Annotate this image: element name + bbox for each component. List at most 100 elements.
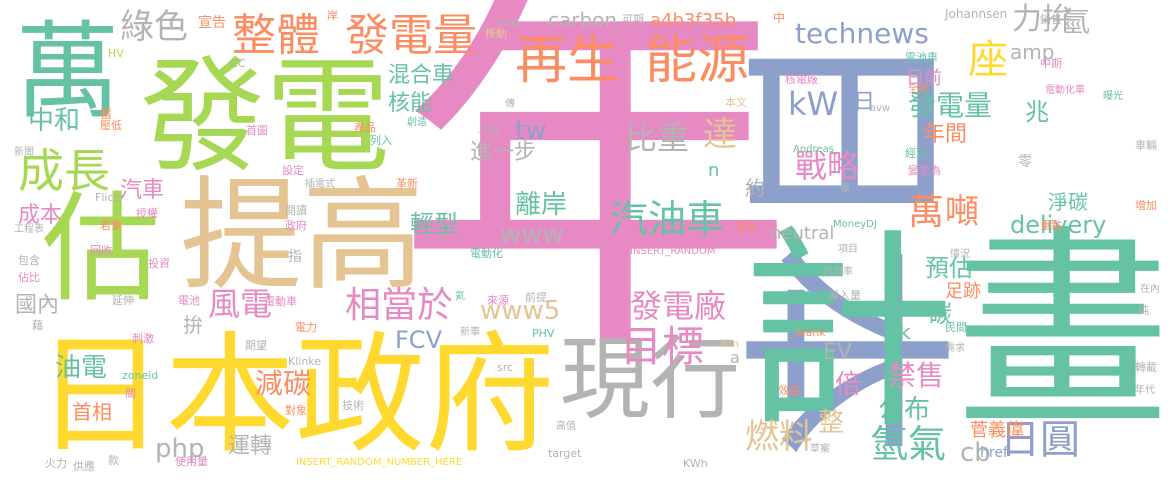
cloud-word: 進一步 bbox=[470, 140, 537, 165]
cloud-word: 年代 bbox=[1135, 385, 1155, 396]
cloud-word: 力拚 bbox=[1012, 2, 1072, 37]
cloud-word: 包含 bbox=[18, 254, 40, 267]
cloud-word: php bbox=[155, 434, 205, 464]
cloud-word: 新聞 bbox=[14, 147, 34, 158]
cloud-word: 壓低 bbox=[100, 119, 122, 132]
cloud-word: 成本 bbox=[18, 203, 63, 228]
cloud-word: 相當於 bbox=[345, 285, 454, 326]
cloud-word: 中 bbox=[773, 11, 786, 25]
cloud-word: 產品 bbox=[354, 121, 376, 134]
cloud-word: 款 bbox=[108, 454, 119, 467]
cloud-word: 首相 bbox=[72, 400, 112, 424]
cloud-word: 電池車 bbox=[905, 51, 938, 64]
cloud-word: 期望 bbox=[245, 339, 267, 352]
cloud-word: 碳 bbox=[928, 300, 952, 328]
cloud-word: 插電式 bbox=[305, 179, 335, 190]
cloud-word: 經濟 bbox=[905, 147, 927, 160]
cloud-word: 推動 bbox=[485, 27, 507, 40]
cloud-word: Johannsen bbox=[945, 7, 1008, 21]
cloud-word: 延伸 bbox=[112, 294, 134, 307]
cloud-word: 比重 bbox=[625, 119, 690, 157]
cloud-word: 目標 bbox=[620, 322, 705, 371]
cloud-word: kW bbox=[788, 85, 839, 123]
cloud-word: 座 bbox=[968, 37, 1008, 83]
cloud-word: 公布 bbox=[878, 395, 931, 425]
cloud-word: 年間 bbox=[923, 122, 968, 147]
cloud-word: 成長 bbox=[18, 144, 110, 198]
cloud-word: 運轉 bbox=[228, 434, 273, 459]
cloud-word: 指 bbox=[288, 249, 302, 265]
cloud-word: 設定 bbox=[282, 164, 304, 177]
cloud-word: 來源 bbox=[487, 294, 509, 307]
cloud-word: 現行 bbox=[560, 327, 740, 432]
cloud-word: 風電 bbox=[208, 285, 273, 323]
cloud-word: 間 bbox=[125, 387, 136, 400]
cloud-word: n bbox=[708, 160, 720, 181]
cloud-word: 菅義偉 bbox=[970, 420, 1024, 441]
cloud-word: Flickr bbox=[95, 191, 125, 204]
cloud-word: 國內 bbox=[15, 293, 60, 318]
cloud-word: 蓄 bbox=[100, 107, 113, 121]
cloud-word: 使用量 bbox=[175, 455, 208, 468]
cloud-word: 政府 bbox=[285, 219, 307, 232]
cloud-word: 核電廠 bbox=[785, 73, 818, 86]
cloud-word: KWh bbox=[683, 457, 708, 470]
cloud-word: 電動化 bbox=[470, 247, 503, 260]
cloud-word: 火力 bbox=[45, 457, 67, 470]
cloud-word: 零 bbox=[1018, 154, 1032, 170]
cloud-word: 佔比 bbox=[18, 271, 40, 284]
cloud-word: 效益 bbox=[778, 384, 800, 397]
cloud-word: 投資 bbox=[148, 257, 170, 270]
cloud-word: 刺激 bbox=[132, 332, 154, 345]
cloud-word: 利用率 bbox=[823, 267, 853, 278]
cloud-word: 日 bbox=[853, 90, 876, 115]
cloud-word: 二成 bbox=[478, 123, 500, 136]
cloud-word: 電池 bbox=[178, 294, 200, 307]
cloud-word: 核能 bbox=[388, 91, 433, 116]
cloud-word: 電動車 bbox=[264, 295, 297, 308]
cloud-word: www bbox=[500, 220, 564, 250]
cloud-word: 淨碳 bbox=[1048, 190, 1088, 214]
cloud-word: 達 bbox=[703, 115, 737, 155]
cloud-word: 草案 bbox=[810, 444, 830, 455]
cloud-word: neutral bbox=[770, 223, 835, 244]
cloud-word: 純 bbox=[1138, 304, 1149, 317]
cloud-word: 高值 bbox=[556, 421, 576, 432]
cloud-word: 估 bbox=[42, 180, 161, 318]
cloud-word: 曝光 bbox=[1103, 91, 1123, 102]
cloud-word: 需 bbox=[840, 184, 850, 195]
cloud-word: img bbox=[497, 15, 520, 29]
cloud-word: src bbox=[497, 361, 514, 374]
cloud-word: INSERT_RANDOM bbox=[630, 246, 716, 257]
cloud-word: 轉載 bbox=[1135, 361, 1157, 374]
cloud-word: 發電 bbox=[140, 45, 390, 190]
cloud-word: carbon bbox=[548, 8, 618, 32]
cloud-word: _blank bbox=[790, 326, 826, 339]
cloud-word: PHV bbox=[532, 327, 555, 340]
cloud-word: 情況 bbox=[950, 249, 970, 260]
cloud-word: 民間 bbox=[945, 321, 967, 334]
cloud-word: ck bbox=[888, 320, 911, 344]
cloud-word: 汽油車 bbox=[610, 197, 725, 241]
cloud-word: 新車 bbox=[460, 327, 480, 338]
cloud-word: 日本政府 bbox=[35, 319, 556, 471]
cloud-word: www5 bbox=[480, 296, 561, 326]
cloud-word: 供應 bbox=[73, 460, 95, 473]
cloud-word: 前提 bbox=[525, 291, 547, 304]
cloud-word: 氦 bbox=[455, 291, 465, 302]
cloud-word: 授權 bbox=[136, 207, 158, 220]
cloud-word: 若重 bbox=[100, 219, 122, 232]
cloud-word: 油電 bbox=[55, 353, 108, 383]
cloud-word: CC bbox=[230, 57, 246, 70]
cloud-word: FCV bbox=[395, 326, 442, 354]
cloud-word: 本文 bbox=[725, 96, 747, 109]
cloud-word: 年 bbox=[395, 0, 795, 404]
cloud-word: 戰略 bbox=[795, 147, 860, 185]
cloud-word: 混合車 bbox=[388, 63, 455, 88]
cloud-word: 增加 bbox=[1135, 199, 1157, 212]
cloud-word: 計畫 bbox=[740, 207, 1170, 458]
cloud-word: 中和 bbox=[28, 106, 81, 136]
cloud-word: 藉 bbox=[32, 319, 43, 332]
cloud-word: 可期 bbox=[622, 13, 644, 26]
cloud-word: avw bbox=[870, 103, 891, 114]
